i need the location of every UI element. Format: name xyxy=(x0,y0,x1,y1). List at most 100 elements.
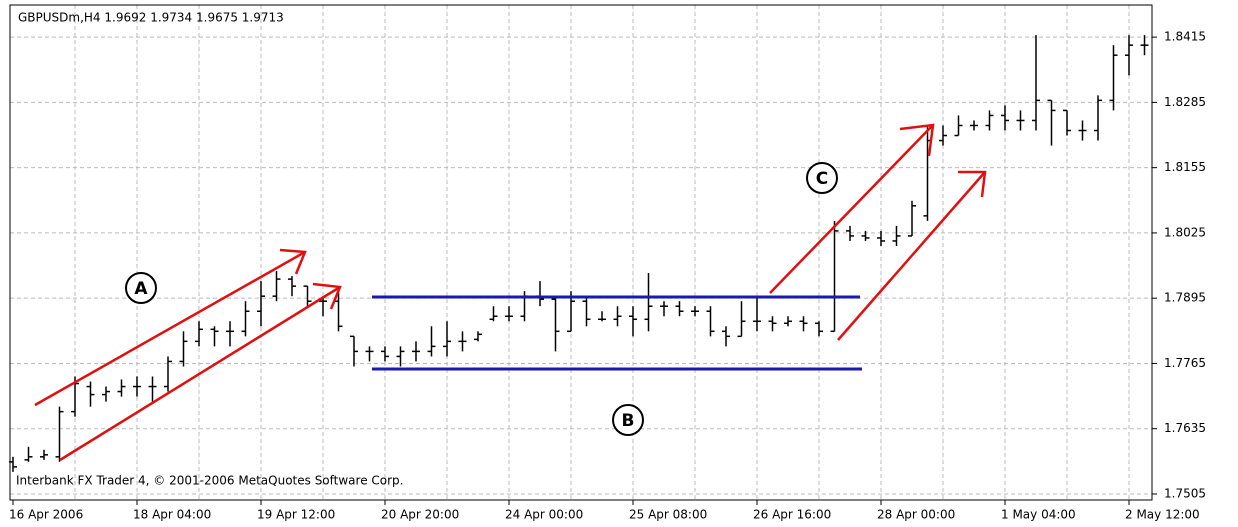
ohlc-bar xyxy=(24,446,33,462)
ohlc-bar xyxy=(117,379,126,397)
ohlc-bar xyxy=(272,271,281,302)
x-tick-label: 26 Apr 16:00 xyxy=(753,508,831,522)
ohlc-bar xyxy=(1032,35,1040,131)
ohlc-bar xyxy=(288,276,296,297)
ohlc-bar xyxy=(505,306,513,322)
ohlc-bar xyxy=(226,321,234,347)
ohlc-bar xyxy=(768,316,777,332)
ohlc-bar xyxy=(629,306,637,337)
ohlc-bar xyxy=(102,386,110,402)
x-tick-label: 20 Apr 20:00 xyxy=(381,508,459,522)
x-tick-label: 16 Apr 2006 xyxy=(9,508,83,522)
ohlc-bar xyxy=(970,120,978,131)
ohlc-bar xyxy=(784,316,792,327)
ohlc-bar xyxy=(164,356,172,392)
ohlc-bar xyxy=(644,273,653,332)
x-tick-label: 24 Apr 00:00 xyxy=(505,508,583,522)
ohlc-bar xyxy=(1078,120,1087,141)
annotation-circle xyxy=(125,272,157,304)
arrow xyxy=(34,248,307,407)
ohlc-bar xyxy=(846,225,854,241)
ohlc-bar xyxy=(582,296,591,327)
ohlc-bar xyxy=(706,306,715,337)
ohlc-bar xyxy=(148,376,157,402)
y-tick-label: 1.8155 xyxy=(1164,160,1206,174)
y-tick-label: 1.7765 xyxy=(1164,356,1206,370)
ohlc-bar xyxy=(1094,95,1102,141)
ohlc-bar xyxy=(691,306,699,317)
plot-frame xyxy=(9,4,1153,501)
ohlc-bar xyxy=(303,285,312,307)
ohlc-bar xyxy=(753,296,761,332)
ohlc-bar xyxy=(396,346,405,367)
annotation: C xyxy=(816,169,828,189)
ohlc-bar xyxy=(737,301,746,338)
x-tick-label: 19 Apr 12:00 xyxy=(257,508,335,522)
x-tick-label: 28 Apr 00:00 xyxy=(877,508,955,522)
ohlc-bar xyxy=(954,115,963,137)
x-tick-label: 1 May 04:00 xyxy=(1001,508,1076,522)
ohlc-bar xyxy=(985,110,994,131)
ohlc-bar xyxy=(1109,45,1118,111)
ohlc-bar xyxy=(412,341,420,362)
ohlc-bar xyxy=(195,321,203,347)
x-tick-label: 25 Apr 08:00 xyxy=(629,508,707,522)
ohlc-bar xyxy=(489,306,498,322)
ohlc-bar xyxy=(877,230,885,246)
ohlc-bar xyxy=(939,125,947,146)
ohlc-bar xyxy=(1125,35,1133,76)
ohlc-bar xyxy=(675,301,684,317)
copyright: Interbank FX Trader 4, © 2001-2006 MetaQ… xyxy=(16,474,404,488)
y-tick-label: 1.7635 xyxy=(1164,421,1206,435)
ohlc-bar xyxy=(861,230,870,241)
annotation: A xyxy=(134,279,148,299)
arrow xyxy=(769,123,935,294)
ohlc-bar xyxy=(241,301,250,337)
y-tick-label: 1.8285 xyxy=(1164,95,1206,109)
ohlc-bar xyxy=(1063,109,1071,136)
ohlc-bar xyxy=(458,331,467,352)
ohlc-bar xyxy=(830,220,839,333)
y-tick-label: 1.8025 xyxy=(1164,225,1206,239)
y-tick-label: 1.7895 xyxy=(1164,291,1206,305)
ohlc-bar xyxy=(908,200,916,237)
ohlc-bar xyxy=(257,281,265,327)
ohlc-bar xyxy=(815,321,823,337)
ohlc-bar xyxy=(1001,105,1009,131)
annotation-circle xyxy=(806,162,838,194)
x-tick-label: 2 May 12:00 xyxy=(1125,508,1200,522)
ohlc-bar xyxy=(210,326,219,347)
ohlc-bar xyxy=(319,296,327,317)
ohlc-bar xyxy=(1016,110,1025,131)
ohlc-bar xyxy=(722,326,730,347)
ohlc-bar xyxy=(598,311,606,322)
ohlc-bar xyxy=(179,331,188,367)
ohlc-bar xyxy=(1140,35,1149,56)
y-tick-label: 1.7505 xyxy=(1164,486,1206,500)
ohlc-bar xyxy=(551,296,560,352)
ohlc-bar xyxy=(613,306,622,327)
ohlc-bar xyxy=(86,381,95,407)
ohlc-bar xyxy=(381,346,389,362)
ohlc-bar xyxy=(474,331,482,342)
ohlc-bar xyxy=(133,376,141,397)
grid-layer xyxy=(10,5,1152,500)
arrow xyxy=(837,170,987,341)
ohlc-bar xyxy=(660,301,668,317)
y-tick-label: 1.8415 xyxy=(1164,30,1206,44)
ohlc-bar xyxy=(1047,99,1056,146)
ohlc-bar xyxy=(799,316,808,332)
ohlc-bar xyxy=(427,326,436,357)
ohlc-bar xyxy=(55,406,64,462)
ohlc-bar xyxy=(892,225,901,246)
ohlc-bar xyxy=(536,281,544,307)
ohlc-bar xyxy=(365,346,374,362)
bar-layer xyxy=(9,35,1149,472)
x-tick-label: 18 Apr 04:00 xyxy=(133,508,211,522)
arrow xyxy=(59,282,342,462)
chart-title: GBPUSDm,H4 1.9692 1.9734 1.9675 1.9713 xyxy=(18,11,284,25)
annotation: B xyxy=(622,411,635,431)
ohlc-bar xyxy=(40,449,48,460)
ohlc-bar xyxy=(443,321,451,357)
